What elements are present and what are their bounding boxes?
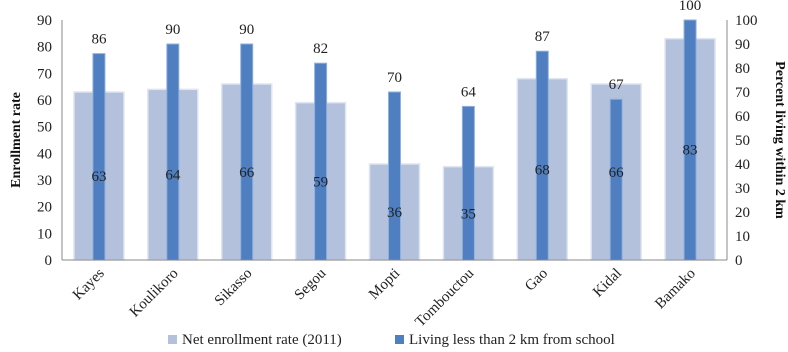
right-tick-label: 10 <box>735 229 750 245</box>
label-net-enrollment-gao: 68 <box>535 162 550 178</box>
label-within-2km-sikasso: 90 <box>239 22 254 38</box>
label-net-enrollment-mopti: 36 <box>387 205 403 221</box>
bar-within-2km-sikasso <box>240 43 254 261</box>
category-label-mopti: Mopti <box>366 266 403 303</box>
data-labels: 86 63 90 64 90 66 82 59 70 36 64 35 87 68 67 66 100 83 <box>91 0 701 222</box>
label-within-2km-segou: 82 <box>313 41 328 57</box>
right-tick-label: 20 <box>735 205 750 221</box>
label-within-2km-kidal: 67 <box>609 77 625 93</box>
label-net-enrollment-kidal: 66 <box>609 165 625 181</box>
left-tick-label: 60 <box>37 93 52 109</box>
right-tick-label: 60 <box>735 109 750 125</box>
label-within-2km-gao: 87 <box>535 29 551 45</box>
right-tick-label: 0 <box>735 253 743 269</box>
right-tick-label: 80 <box>735 61 750 77</box>
right-tick-label: 70 <box>735 85 750 101</box>
label-within-2km-tombouctou: 64 <box>461 84 477 100</box>
left-tick-label: 50 <box>37 120 52 136</box>
left-tick-label: 70 <box>37 66 52 82</box>
legend-swatch-net-enrollment <box>168 335 177 344</box>
bar-within-2km-kayes <box>92 53 106 261</box>
bar-within-2km-tombouctou <box>461 105 475 261</box>
right-tick-label: 100 <box>735 13 758 29</box>
label-net-enrollment-segou: 59 <box>313 174 328 190</box>
category-label-sikasso: Sikasso <box>212 266 256 310</box>
right-tick-label: 90 <box>735 37 750 53</box>
label-within-2km-bamako: 100 <box>679 0 702 14</box>
category-label-gao: Gao <box>522 266 551 295</box>
legend: Net enrollment rate (2011) Living less t… <box>168 332 615 348</box>
bar-within-2km-gao <box>535 50 549 261</box>
legend-label-net-enrollment: Net enrollment rate (2011) <box>182 332 342 348</box>
right-tick-label: 40 <box>735 157 750 173</box>
category-label-kayes: Kayes <box>70 265 108 303</box>
category-label-bamako: Bamako <box>652 266 699 313</box>
label-net-enrollment-koulikoro: 64 <box>165 168 181 184</box>
label-within-2km-koulikoro: 90 <box>165 22 180 38</box>
bar-within-2km-mopti <box>388 91 401 261</box>
left-axis-title: Enrollment rate <box>9 92 24 188</box>
right-axis-title: Percent living within 2 km <box>772 61 787 219</box>
category-label-koulikoro: Koulikoro <box>127 266 182 321</box>
left-tick-label: 20 <box>37 200 52 216</box>
right-tick-label: 30 <box>735 181 750 197</box>
right-axis-ticks: 0 10 20 30 40 50 60 70 80 90 100 <box>735 13 758 269</box>
legend-label-within-2km: Living less than 2 km from school <box>409 332 615 348</box>
label-net-enrollment-kayes: 63 <box>91 169 106 185</box>
label-within-2km-kayes: 86 <box>91 32 107 48</box>
category-label-kidal: Kidal <box>590 266 625 301</box>
left-tick-label: 30 <box>37 173 52 189</box>
left-tick-label: 40 <box>37 146 52 162</box>
left-tick-label: 0 <box>45 253 53 269</box>
label-within-2km-mopti: 70 <box>387 70 402 86</box>
left-tick-label: 80 <box>37 40 52 56</box>
label-net-enrollment-sikasso: 66 <box>239 165 255 181</box>
bars-layer <box>73 19 716 261</box>
bar-within-2km-koulikoro <box>166 43 180 261</box>
label-net-enrollment-tombouctou: 35 <box>461 206 476 222</box>
left-axis-ticks: 0 10 20 30 40 50 60 70 80 90 <box>37 13 52 269</box>
category-label-segou: Segou <box>292 265 330 303</box>
category-label-tombouctou: Tombouctou <box>412 265 477 330</box>
category-labels: Kayes Koulikoro Sikasso Segou Mopti Tomboucto… <box>70 265 699 330</box>
label-net-enrollment-bamako: 83 <box>683 142 698 158</box>
legend-swatch-within-2km <box>395 335 404 344</box>
bar-within-2km-segou <box>314 62 328 261</box>
left-tick-label: 90 <box>37 13 52 29</box>
right-tick-label: 50 <box>735 133 750 149</box>
left-tick-label: 10 <box>37 226 52 242</box>
bar-within-2km-bamako <box>683 19 697 261</box>
